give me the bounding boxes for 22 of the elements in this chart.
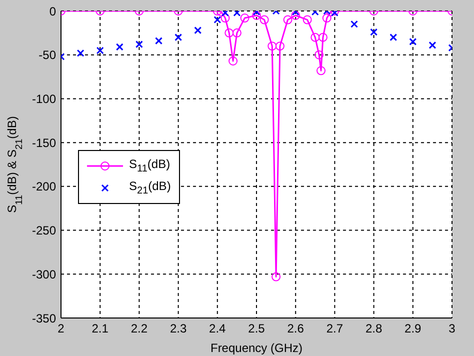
y-tick-label: -150 [32, 136, 56, 150]
x-tick-label: 2.1 [92, 322, 109, 336]
x-tick-label: 3 [448, 322, 456, 336]
x-tick-label: 2.3 [170, 322, 187, 336]
x-axis-title: Frequency (GHz) [210, 341, 303, 355]
x-tick-label: 2.9 [404, 322, 422, 336]
legend-label: S$_{21}$(dB) [129, 179, 171, 197]
y-tick-label: -300 [32, 267, 56, 282]
x-tick-label: 2.6 [287, 322, 304, 336]
x-tick-label: 2 [58, 322, 65, 336]
y-tick-label: -100 [32, 92, 56, 106]
x-tick-label: 2.2 [130, 322, 148, 336]
x-tick-label: 2.4 [209, 322, 226, 336]
y-tick-label: -50 [38, 48, 56, 62]
x-tick-label: 2.5 [248, 322, 266, 336]
x-tick-label: 2.7 [326, 322, 344, 336]
x-tick-label: 2.8 [365, 322, 382, 336]
y-tick-label: -200 [32, 180, 56, 194]
legend-label: S$_{11}$(dB) [129, 157, 170, 175]
y-tick-label: -350 [32, 311, 56, 326]
y-tick-label: -250 [32, 224, 56, 238]
y-tick-label: 0 [49, 4, 56, 18]
